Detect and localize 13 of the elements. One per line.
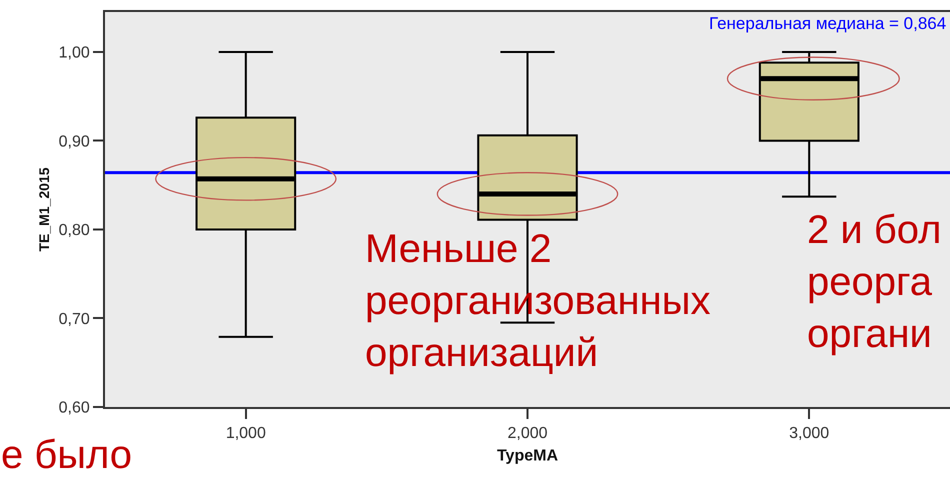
y-tick-label: 0,60 [58, 400, 90, 417]
x-tick-label: 3,000 [789, 425, 830, 442]
annotation: 2 и бол реорга органи [807, 208, 942, 356]
x-tick-label: 2,000 [507, 425, 548, 442]
x-tick-label: 1,000 [226, 425, 266, 442]
text: е было [1, 433, 132, 477]
y-tick-label: 0,70 [58, 310, 90, 328]
y-tick-label: 1,00 [58, 44, 90, 62]
x-axis-title: TypeMA [496, 447, 558, 464]
y-axis-title: TE_M1_2015 [36, 167, 52, 252]
y-tick-label: 0,80 [58, 222, 90, 240]
ref-line-label: Генеральная медиана = 0,864 [709, 14, 946, 33]
y-tick-label: 0,90 [58, 133, 90, 150]
